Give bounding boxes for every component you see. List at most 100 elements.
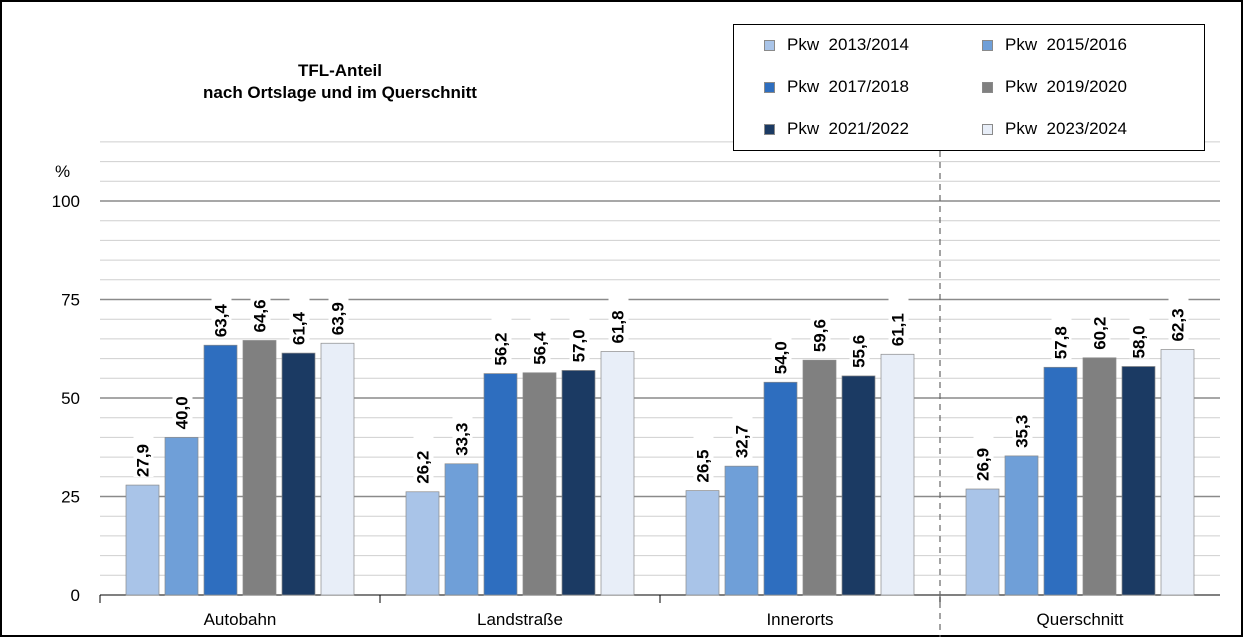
data-label: 55,6 [850,335,869,368]
bar [880,353,915,596]
data-label: 62,3 [1169,308,1188,341]
bar [965,488,1000,596]
data-label-background [771,326,792,375]
bar [600,351,635,596]
legend-item: Pkw 2013/2014 [764,34,909,56]
bar [405,491,440,596]
data-label: 26,2 [414,451,433,484]
legend-item: Pkw 2023/2024 [982,118,1127,140]
x-tick-label: Innerorts [766,610,833,629]
y-tick-label: 75 [61,291,80,310]
data-label-background [211,289,232,338]
data-label: 61,8 [609,310,628,343]
legend: Pkw 2013/2014 Pkw 2015/2016 Pkw 2017/2018 P… [733,24,1205,151]
data-label: 27,9 [134,444,153,477]
legend-swatch [764,123,775,135]
data-label: 54,0 [772,341,791,374]
bar [802,359,837,596]
data-label: 63,4 [212,304,231,338]
legend-swatch [764,39,775,51]
data-label-background [1168,293,1189,342]
data-label-background [1012,399,1033,448]
data-label: 61,4 [290,311,309,345]
chart-title: TFL-Anteil [297,61,383,80]
data-label: 60,2 [1091,317,1110,350]
data-label-background [693,434,714,483]
x-tick-label: Autobahn [204,610,277,629]
data-label-background [1090,301,1111,350]
data-label: 32,7 [733,425,752,458]
bar [1082,357,1117,596]
legend-item: Pkw 2015/2016 [982,34,1127,56]
bar [320,342,355,596]
bar [1121,366,1156,596]
data-label-background [849,319,870,368]
data-label: 64,6 [251,299,270,332]
data-label-background [413,435,434,484]
data-label-background [608,295,629,344]
data-label: 57,8 [1052,326,1071,359]
data-label-background [973,433,994,482]
data-label: 56,4 [531,331,550,365]
data-label: 61,1 [889,313,908,346]
data-label-background [452,407,473,456]
data-label: 59,6 [811,319,830,352]
y-tick-label: 0 [71,586,80,605]
chart-title-block: TFL-Anteil nach Ortslage und im Querschn… [150,60,530,104]
data-label: 40,0 [173,396,192,429]
data-label: 63,9 [329,302,348,335]
legend-item: Pkw 2019/2020 [982,76,1127,98]
y-tick-label: 100 [52,192,80,211]
data-label-background [133,429,154,478]
bar [1004,455,1039,596]
bar [242,340,277,596]
y-tick-label: 50 [61,389,80,408]
data-label-background [1051,311,1072,360]
legend-label: Pkw 2019/2020 [1005,77,1127,96]
bar [203,344,238,596]
data-label-background [569,314,590,363]
data-label-background [289,297,310,346]
legend-label: Pkw 2017/2018 [787,77,909,96]
legend-label: Pkw 2021/2022 [787,119,909,138]
x-tick-label: Landstraße [477,610,563,629]
data-label-background [328,287,349,336]
bar [164,437,199,596]
data-label-background [732,410,753,459]
bar [561,370,596,596]
bar [1160,349,1195,596]
bar [685,490,720,596]
data-label-background [1129,310,1150,359]
legend-label: Pkw 2015/2016 [1005,35,1127,54]
bar [483,373,518,596]
legend-label: Pkw 2013/2014 [787,35,909,54]
bar [763,381,798,596]
legend-item: Pkw 2021/2022 [764,118,909,140]
data-label-background [530,316,551,365]
bar [281,352,316,596]
y-tick-label: 25 [61,488,80,507]
data-label-background [491,317,512,366]
bar [125,484,160,596]
legend-swatch [982,39,993,51]
data-label-background [888,298,909,347]
data-label: 35,3 [1013,415,1032,448]
bar [1043,366,1078,596]
y-axis-label: % [55,162,70,181]
data-label: 58,0 [1130,325,1149,358]
legend-swatch [982,81,993,93]
data-label-background [250,284,271,333]
legend-swatch [982,123,993,135]
data-label: 57,0 [570,329,589,362]
legend-item: Pkw 2017/2018 [764,76,909,98]
data-label: 26,9 [974,448,993,481]
data-label-background [810,304,831,353]
chart-subtitle: nach Ortslage und im Querschnitt [203,83,477,102]
legend-label: Pkw 2023/2024 [1005,119,1127,138]
bar [522,372,557,596]
legend-swatch [764,81,775,93]
data-label: 26,5 [694,449,713,482]
x-tick-label: Querschnitt [1037,610,1124,629]
data-label-background [172,381,193,430]
